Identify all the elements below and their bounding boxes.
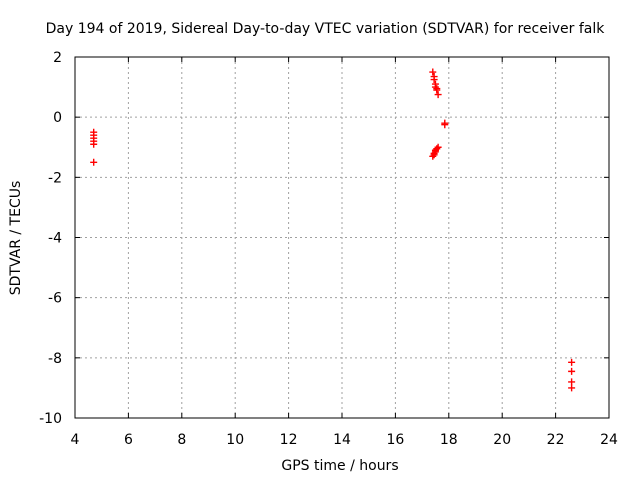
y-tick-label: -6 — [48, 291, 62, 307]
data-point — [433, 86, 441, 94]
data-point — [568, 358, 576, 366]
data-point — [429, 152, 437, 160]
x-tick-label: 20 — [493, 432, 511, 448]
x-tick-label: 6 — [124, 432, 133, 448]
y-tick-label: -4 — [48, 231, 62, 247]
x-tick-label: 18 — [440, 432, 458, 448]
y-tick-label: -10 — [39, 411, 62, 427]
x-tick-label: 14 — [333, 432, 351, 448]
data-point — [568, 384, 576, 392]
x-tick-label: 8 — [177, 432, 186, 448]
y-axis-label: SDTVAR / TECUs — [8, 181, 24, 296]
data-point — [90, 140, 98, 148]
data-point — [441, 121, 449, 129]
y-tick-label: -2 — [48, 170, 62, 186]
x-axis-label: GPS time / hours — [281, 458, 398, 474]
y-tick-label: 2 — [53, 50, 62, 66]
x-tick-label: 24 — [600, 432, 618, 448]
x-tick-label: 12 — [280, 432, 298, 448]
x-axis: 4 6 8 10 12 14 16 18 20 22 24 — [71, 57, 618, 448]
chart-title: Day 194 of 2019, Sidereal Day-to-day VTE… — [46, 21, 606, 37]
data-point — [568, 378, 576, 386]
data-point — [429, 68, 437, 76]
y-axis: -10 -8 -6 -4 -2 0 2 — [39, 50, 609, 427]
y-tick-label: 0 — [53, 110, 62, 126]
data-point — [434, 91, 442, 99]
x-tick-label: 10 — [226, 432, 244, 448]
data-point — [430, 76, 438, 84]
data-point — [568, 367, 576, 375]
y-tick-label: -8 — [48, 351, 62, 367]
data-points — [90, 68, 576, 392]
x-tick-label: 16 — [386, 432, 404, 448]
x-tick-label: 22 — [547, 432, 565, 448]
grid — [75, 57, 609, 418]
x-tick-label: 4 — [71, 432, 80, 448]
data-point — [90, 158, 98, 166]
data-point — [430, 151, 438, 159]
